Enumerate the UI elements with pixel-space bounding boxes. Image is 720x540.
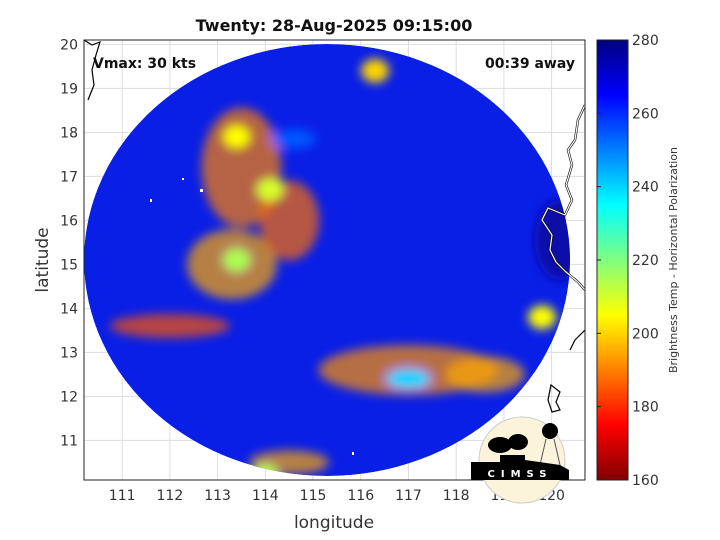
y-tick-label: 19 (60, 81, 78, 97)
colorbar-tick-label: 180 (632, 400, 659, 416)
brightness-feature (222, 248, 251, 272)
vmax-annotation: Vmax: 30 kts (93, 56, 196, 72)
plot-frame (83, 39, 586, 481)
y-tick-label: 16 (60, 213, 78, 229)
coastline (84, 40, 585, 413)
colorbar-tick-label: 200 (632, 326, 659, 342)
colorbar-tick-label: 240 (632, 180, 659, 196)
brightness-feature (386, 368, 431, 389)
brightness-feature (528, 305, 557, 330)
y-tick-label: 13 (60, 345, 78, 361)
y-tick-label: 18 (60, 125, 78, 141)
colorbar-tick-label: 260 (632, 106, 659, 122)
y-axis-label: latitude (33, 227, 53, 292)
y-tick-label: 11 (60, 433, 78, 449)
x-tick-label: 118 (443, 488, 470, 504)
colorbar-tick-label: 280 (632, 33, 659, 49)
x-tick-label: 113 (204, 488, 231, 504)
colorbar-ticks: 160 180 200 220 240 260 280 (597, 33, 659, 489)
colorbar-tick-label: 160 (632, 473, 659, 489)
brightness-field (84, 44, 570, 476)
time-away-annotation: 00:39 away (485, 56, 575, 72)
colorbar-label: Brightness Temp - Horizontal Polarizatio… (667, 147, 680, 373)
y-tick-label: 14 (60, 301, 78, 317)
brightness-feature (256, 177, 285, 202)
logo-text: CIMSS (488, 469, 553, 480)
cimss-logo: CIMSS (471, 416, 569, 504)
x-tick-label: 111 (109, 488, 136, 504)
y-axis: 11 12 13 14 15 16 17 18 19 20 (60, 37, 78, 449)
x-axis-label: longitude (294, 513, 374, 533)
y-tick-label: 17 (60, 169, 78, 185)
brightness-feature (222, 124, 251, 149)
x-tick-label: 116 (347, 488, 374, 504)
y-tick-label: 20 (60, 37, 78, 53)
x-tick-label: 117 (395, 488, 422, 504)
y-tick-label: 12 (60, 389, 78, 405)
chart-title: Twenty: 28-Aug-2025 09:15:00 (196, 16, 473, 35)
x-tick-label: 112 (157, 488, 184, 504)
y-tick-label: 15 (60, 257, 78, 273)
colorbar-tick-label: 220 (632, 253, 659, 269)
brightness-feature (361, 58, 390, 83)
brightness-feature (271, 129, 316, 149)
x-tick-label: 115 (300, 488, 327, 504)
x-tick-label: 114 (252, 488, 279, 504)
colorbar (596, 39, 629, 481)
